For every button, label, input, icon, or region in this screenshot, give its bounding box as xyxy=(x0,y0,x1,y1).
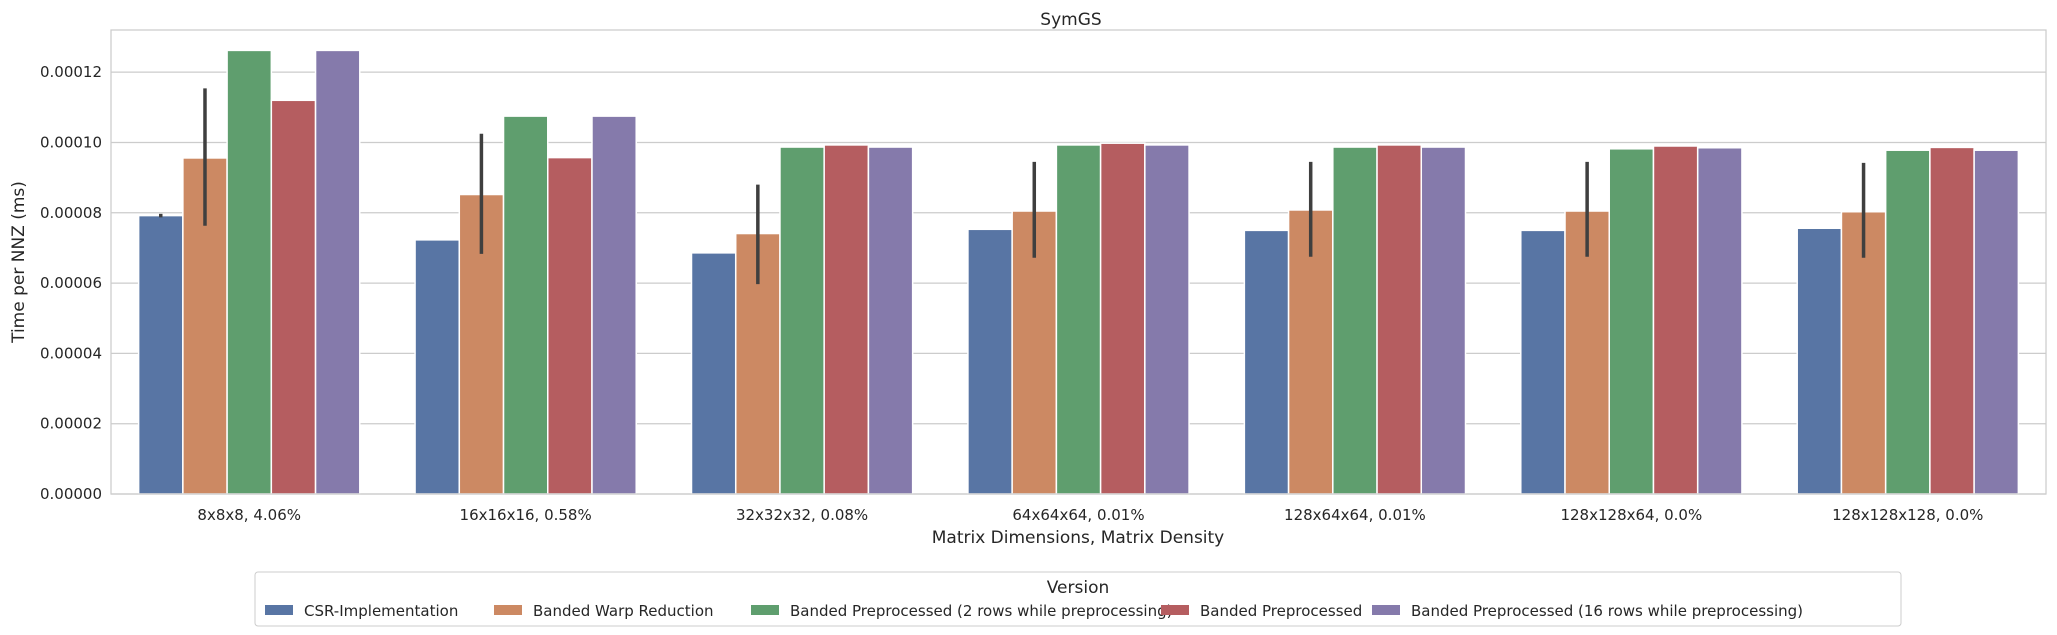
legend-label: Banded Preprocessed (2 rows while prepro… xyxy=(790,602,1172,620)
y-tick-label: 0.00004 xyxy=(40,344,102,362)
bar xyxy=(1243,229,1290,495)
bar xyxy=(270,99,317,495)
legend-swatch xyxy=(751,605,779,615)
x-tick-label: 8x8x8, 4.06% xyxy=(197,506,301,524)
bar xyxy=(1332,146,1378,495)
legend-swatch xyxy=(1372,605,1400,615)
bar xyxy=(1287,209,1334,495)
error-bars xyxy=(159,88,1866,285)
bar xyxy=(1055,144,1102,495)
x-tick-label: 16x16x16, 0.58% xyxy=(460,506,592,524)
y-tick-label: 0.00010 xyxy=(40,133,102,151)
bar xyxy=(1796,227,1843,495)
bar xyxy=(1973,149,2020,495)
legend: Version CSR-Implementation Banded Warp Re… xyxy=(254,571,1902,627)
chart-title: SymGS xyxy=(1040,10,1101,30)
legend-items: CSR-Implementation Banded Warp Reduction B… xyxy=(265,602,1803,620)
bar xyxy=(502,115,549,495)
y-tick-label: 0.00012 xyxy=(40,63,102,81)
legend-label: Banded Preprocessed (16 rows while prepr… xyxy=(1411,602,1803,620)
bar xyxy=(137,214,184,495)
x-tick-label: 32x32x32, 0.08% xyxy=(736,506,868,524)
bar xyxy=(1929,146,1975,495)
plot-frame xyxy=(110,29,2047,495)
bar xyxy=(1420,146,1467,495)
legend-title: Version xyxy=(1047,578,1110,598)
bar xyxy=(1376,144,1423,495)
bar xyxy=(823,144,870,495)
bar xyxy=(1011,210,1058,495)
x-axis-label: Matrix Dimensions, Matrix Density xyxy=(932,528,1225,548)
x-tick-label: 128x64x64, 0.01% xyxy=(1284,506,1426,524)
bar xyxy=(1696,147,1743,495)
bar xyxy=(1884,149,1931,495)
y-tick-label: 0.00002 xyxy=(40,415,102,433)
x-tick-label: 64x64x64, 0.01% xyxy=(1012,506,1144,524)
y-tick-label: 0.00006 xyxy=(40,274,102,292)
legend-label: CSR-Implementation xyxy=(304,602,458,620)
legend-frame xyxy=(254,571,1902,627)
bar xyxy=(1608,148,1655,495)
y-tick-labels: 0.00000 0.00002 0.00004 0.00006 0.00008 0.000… xyxy=(40,63,102,503)
legend-label: Banded Preprocessed xyxy=(1200,602,1362,620)
bar xyxy=(414,239,461,495)
bar xyxy=(779,146,825,495)
legend-swatch xyxy=(1161,605,1189,615)
legend-swatch xyxy=(494,605,522,615)
x-tick-label: 128x128x64, 0.0% xyxy=(1560,506,1702,524)
bar xyxy=(591,115,637,495)
bar xyxy=(314,49,361,495)
x-tick-labels: 8x8x8, 4.06% 16x16x16, 0.58% 32x32x32, 0.0… xyxy=(197,506,1983,524)
y-tick-label: 0.00008 xyxy=(40,204,102,222)
bar xyxy=(1099,142,1146,495)
bar xyxy=(1144,144,1190,495)
bar xyxy=(1652,145,1699,495)
y-axis-label: Time per NNZ (ms) xyxy=(9,181,29,344)
y-tick-label: 0.00000 xyxy=(40,485,102,503)
bar xyxy=(867,146,914,495)
x-tick-label: 128x128x128, 0.0% xyxy=(1832,506,1983,524)
bars xyxy=(137,49,2020,495)
bar xyxy=(1520,229,1566,495)
bar xyxy=(547,156,593,495)
bar xyxy=(690,252,737,495)
bar xyxy=(967,228,1013,495)
legend-swatch xyxy=(265,605,293,615)
bar xyxy=(226,49,273,495)
bar xyxy=(1564,210,1610,495)
legend-label: Banded Warp Reduction xyxy=(533,602,714,620)
